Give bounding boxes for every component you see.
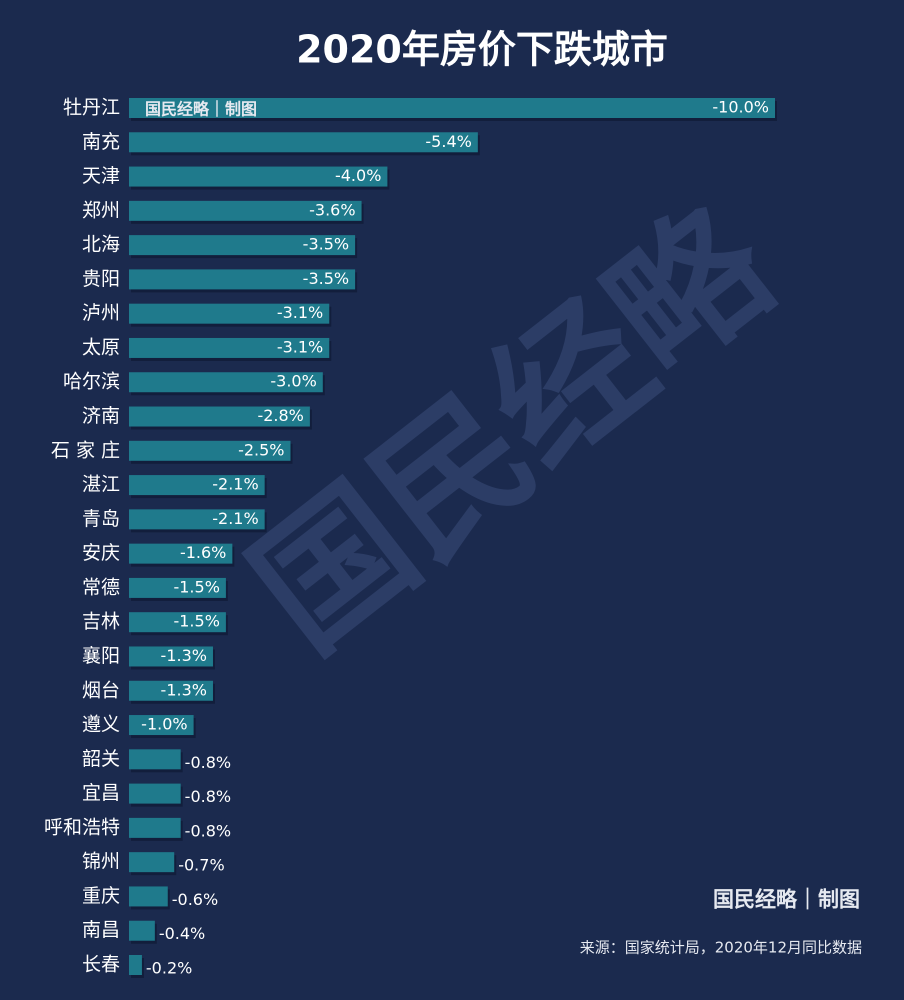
- value-label: -3.0%: [270, 372, 316, 391]
- category-label: 安庆: [82, 542, 120, 564]
- bar: [129, 337, 330, 358]
- bar: [129, 372, 323, 393]
- bar: [129, 166, 388, 187]
- value-label: -1.0%: [141, 715, 187, 734]
- category-label: 韶关: [82, 748, 120, 770]
- category-label: 北海: [82, 234, 120, 256]
- value-label: -0.8%: [185, 787, 231, 806]
- value-label: -3.1%: [277, 337, 323, 356]
- value-label: -0.7%: [178, 856, 224, 875]
- value-label: -0.2%: [146, 959, 192, 978]
- bar: [129, 98, 775, 118]
- bar: [129, 406, 310, 427]
- category-label: 长春: [82, 954, 120, 976]
- category-label: 锦州: [82, 851, 120, 873]
- bar: [129, 543, 233, 564]
- value-label: -2.1%: [212, 509, 258, 528]
- bar: [129, 200, 362, 221]
- category-label: 石 家 庄: [51, 439, 120, 461]
- value-label: -1.5%: [173, 612, 219, 631]
- category-label: 南充: [82, 131, 120, 153]
- bar: [129, 886, 168, 907]
- value-label: -3.1%: [277, 303, 323, 322]
- value-label: -3.5%: [303, 269, 349, 288]
- bar: [129, 920, 155, 941]
- category-label: 天津: [82, 165, 120, 187]
- bar: [129, 475, 265, 496]
- category-label: 济南: [82, 405, 120, 427]
- category-label: 常德: [82, 576, 120, 598]
- value-label: -1.3%: [161, 646, 207, 665]
- category-label: 烟台: [82, 679, 120, 701]
- value-label: -1.3%: [161, 680, 207, 699]
- bar: [129, 612, 226, 633]
- category-label: 泸州: [82, 302, 120, 324]
- value-label: -3.6%: [309, 200, 355, 219]
- value-label: -3.5%: [303, 235, 349, 254]
- bar: [129, 440, 291, 461]
- bar: [129, 817, 181, 838]
- bar: [129, 269, 356, 290]
- bar: [129, 646, 213, 667]
- category-label: 湛江: [82, 474, 120, 496]
- value-label: -2.1%: [212, 475, 258, 494]
- category-label: 牡丹江: [63, 97, 120, 119]
- value-label: -1.6%: [180, 543, 226, 562]
- bar: [129, 955, 142, 975]
- value-label: -1.5%: [173, 577, 219, 596]
- category-label: 重庆: [82, 885, 120, 907]
- category-label: 青岛: [82, 508, 120, 530]
- bar: [129, 577, 226, 598]
- category-label: 贵阳: [82, 268, 120, 290]
- category-label: 呼和浩特: [44, 816, 120, 838]
- value-label: -0.8%: [185, 753, 231, 772]
- value-label: -4.0%: [335, 166, 381, 185]
- bar: [129, 132, 478, 153]
- source: 来源：国家统计局，2020年12月同比数据: [580, 939, 862, 957]
- value-label: -2.5%: [238, 440, 284, 459]
- category-label: 南昌: [82, 919, 120, 941]
- category-label: 太原: [82, 336, 120, 358]
- bar: [129, 749, 181, 770]
- credit-stamp: 国民经略｜制图: [145, 100, 257, 119]
- bar: [129, 783, 181, 804]
- credit: 国民经略｜制图: [713, 887, 860, 912]
- category-label: 郑州: [82, 199, 120, 221]
- category-label: 宜昌: [82, 782, 120, 804]
- value-label: -0.4%: [159, 924, 205, 943]
- category-label: 哈尔滨: [63, 371, 120, 393]
- category-label: 吉林: [82, 611, 120, 633]
- bar: [129, 303, 330, 324]
- bar: [129, 680, 213, 701]
- bar: [129, 715, 194, 736]
- value-label: -0.8%: [185, 821, 231, 840]
- value-label: -0.6%: [172, 890, 218, 909]
- category-label: 襄阳: [82, 645, 120, 667]
- bar: [129, 852, 175, 873]
- value-label: -10.0%: [712, 98, 769, 117]
- value-label: -2.8%: [257, 406, 303, 425]
- bar: [129, 509, 265, 530]
- value-label: -5.4%: [425, 132, 471, 151]
- chart-title: 2020年房价下跌城市: [296, 28, 668, 72]
- bars: 牡丹江 -10.0% 南充 -5.4% 天津 -4.0% 郑州 -3.6% 北海 -3.5% 贵阳 -…: [44, 97, 777, 978]
- category-label: 遵义: [82, 714, 120, 736]
- bar: [129, 235, 356, 256]
